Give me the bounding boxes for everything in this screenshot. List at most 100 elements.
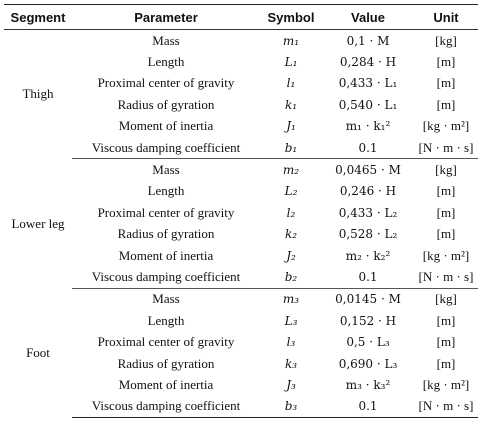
table-row: Radius of gyration k₁ 0,540 · L₁ [m] <box>4 94 478 115</box>
symbol-cell: k₃ <box>284 356 298 371</box>
table-row: Radius of gyration k₃ 0,690 · L₃ [m] <box>4 353 478 374</box>
parameter-cell: Length <box>147 54 185 70</box>
parameter-cell: Mass <box>152 32 180 48</box>
segment-cell: Foot <box>26 344 50 360</box>
value-cell: m₃ · k₃² <box>345 377 391 392</box>
unit-cell: [kg · m²] <box>422 376 470 392</box>
unit-cell: [kg · m²] <box>422 118 470 134</box>
value-cell: m₁ · k₁² <box>345 119 391 134</box>
symbol-cell: k₁ <box>284 97 298 112</box>
value-cell: 0,433 · L₁ <box>338 76 398 91</box>
segment-cell: Lower leg <box>11 215 65 231</box>
value-cell: 0,0145 · M <box>335 292 401 307</box>
parameter-cell: Proximal center of gravity <box>97 75 235 91</box>
unit-cell: [kg] <box>435 291 457 307</box>
value-cell: 0.1 <box>322 395 414 419</box>
table-row: Length L₁ 0,284 · H [m] <box>4 51 478 72</box>
table-row: Radius of gyration k₂ 0,528 · L₂ [m] <box>4 224 478 245</box>
parameter-cell: Proximal center of gravity <box>97 204 235 220</box>
header-value: Value <box>322 4 414 30</box>
value-cell: 0,433 · L₂ <box>338 205 398 220</box>
symbol-cell: l₂ <box>286 205 296 220</box>
unit-cell: [m] <box>436 226 456 242</box>
header-symbol: Symbol <box>260 4 322 30</box>
table-row: Moment of inertia J₂ m₂ · k₂² [kg · m²] <box>4 245 478 266</box>
parameter-cell: Radius of gyration <box>117 226 215 242</box>
symbol-cell: J₃ <box>286 377 296 392</box>
unit-cell: [m] <box>436 204 456 220</box>
table-body: Thigh Mass m₁ 0,1 · M [kg] Length L₁ 0,284 · H [… <box>4 30 478 419</box>
table-row: Moment of inertia J₃ m₃ · k₃² [kg · m²] <box>4 374 478 395</box>
value-cell: 0,152 · H <box>339 313 397 328</box>
unit-cell: [m] <box>436 334 456 350</box>
symbol-cell: J₂ <box>286 248 296 263</box>
parameter-cell: Radius of gyration <box>117 96 215 112</box>
parameter-cell: Proximal center of gravity <box>97 334 235 350</box>
header-unit: Unit <box>414 4 478 30</box>
value-cell: m₂ · k₂² <box>345 248 391 263</box>
parameter-cell: Moment of inertia <box>118 247 214 263</box>
unit-cell: [N · m · s] <box>414 266 478 289</box>
parameter-cell: Length <box>147 183 185 199</box>
unit-cell: [N · m · s] <box>414 395 478 419</box>
table-row: Length L₂ 0,246 · H [m] <box>4 181 478 202</box>
unit-cell: [m] <box>436 96 456 112</box>
table-row: Proximal center of gravity l₁ 0,433 · L₁ [m… <box>4 73 478 94</box>
symbol-cell: b₃ <box>260 395 322 419</box>
value-cell: 0,1 · M <box>346 33 390 48</box>
value-cell: 0,690 · L₃ <box>338 356 398 371</box>
table-row: Lower leg Mass m₂ 0,0465 · M [kg] <box>4 159 478 230</box>
parameter-cell: Mass <box>152 162 180 178</box>
table-row: Proximal center of gravity l₂ 0,433 · L₂ [m… <box>4 202 478 223</box>
unit-cell: [N · m · s] <box>414 136 478 160</box>
symbol-cell: L₃ <box>284 313 298 328</box>
symbol-cell: m₁ <box>282 33 300 48</box>
symbol-cell: l₃ <box>286 335 296 350</box>
parameter-cell: Radius of gyration <box>117 355 215 371</box>
unit-cell: [kg · m²] <box>422 247 470 263</box>
symbol-cell: b₁ <box>260 136 322 160</box>
value-cell: 0,0465 · M <box>335 163 401 178</box>
table-row: Length L₃ 0,152 · H [m] <box>4 310 478 331</box>
unit-cell: [m] <box>436 75 456 91</box>
unit-cell: [m] <box>436 54 456 70</box>
symbol-cell: L₁ <box>284 55 298 70</box>
symbol-cell: J₁ <box>286 119 296 134</box>
unit-cell: [kg] <box>435 32 457 48</box>
segment-parameter-table: Segment Parameter Symbol Value Unit Thig… <box>4 4 478 419</box>
parameter-cell: Moment of inertia <box>118 118 214 134</box>
value-cell: 0,528 · L₂ <box>338 227 398 242</box>
header-segment: Segment <box>4 4 72 30</box>
table-header-row: Segment Parameter Symbol Value Unit <box>4 4 478 30</box>
symbol-cell: k₂ <box>284 227 298 242</box>
value-cell: 0,540 · L₁ <box>338 97 398 112</box>
value-cell: 0,246 · H <box>339 184 397 199</box>
symbol-cell: l₁ <box>286 76 296 91</box>
header-parameter: Parameter <box>72 4 260 30</box>
unit-cell: [m] <box>436 312 456 328</box>
parameter-cell: Moment of inertia <box>118 376 214 392</box>
parameter-cell: Mass <box>152 291 180 307</box>
unit-cell: [m] <box>436 355 456 371</box>
symbol-cell: m₂ <box>282 163 300 178</box>
parameter-cell: Viscous damping coefficient <box>72 266 260 289</box>
value-cell: 0,5 · L₃ <box>346 335 390 350</box>
parameter-cell: Viscous damping coefficient <box>72 136 260 160</box>
symbol-cell: m₃ <box>282 292 300 307</box>
parameter-cell: Viscous damping coefficient <box>72 395 260 419</box>
segment-cell: Thigh <box>22 86 54 102</box>
table-row: Viscous damping coefficient b₁ 0.1 [N · m ·… <box>4 136 478 160</box>
table-row: Proximal center of gravity l₃ 0,5 · L₃ [m] <box>4 331 478 352</box>
value-cell: 0,284 · H <box>339 55 397 70</box>
table-row: Viscous damping coefficient b₃ 0.1 [N · m ·… <box>4 395 478 419</box>
unit-cell: [kg] <box>435 162 457 178</box>
table-row: Thigh Mass m₁ 0,1 · M [kg] <box>4 30 478 102</box>
table-row: Moment of inertia J₁ m₁ · k₁² [kg · m²] <box>4 116 478 137</box>
value-cell: 0.1 <box>322 266 414 289</box>
symbol-cell: L₂ <box>284 184 298 199</box>
parameter-cell: Length <box>147 312 185 328</box>
unit-cell: [m] <box>436 183 456 199</box>
value-cell: 0.1 <box>322 136 414 160</box>
table-row: Foot Mass m₃ 0,0145 · M [kg] <box>4 288 478 359</box>
